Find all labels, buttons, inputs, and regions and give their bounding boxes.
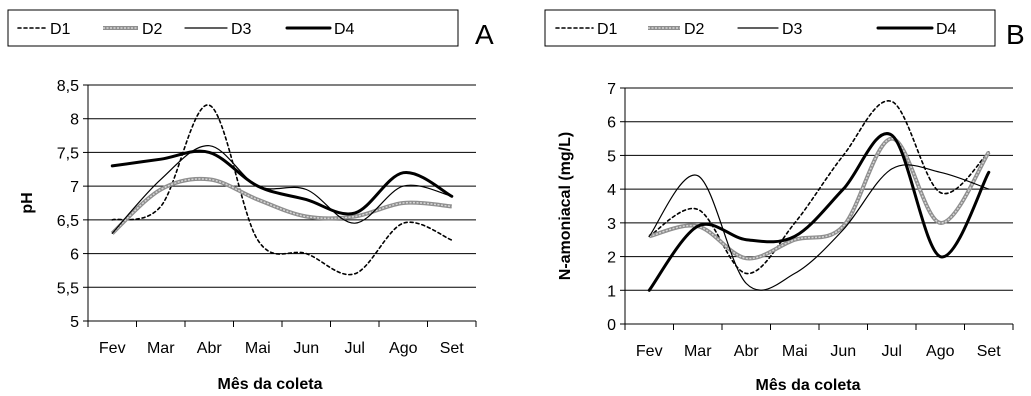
x-tick-label: Abr <box>734 343 760 360</box>
series-line-d4 <box>647 132 991 292</box>
series-line-d3 <box>648 164 990 291</box>
x-tick-label: Fev <box>636 343 663 360</box>
panel-label: B <box>1006 19 1025 50</box>
series-line-d1 <box>648 100 990 275</box>
x-tick-label: Jul <box>882 343 902 360</box>
panel-label: A <box>475 19 494 50</box>
chart-panel-b: D1 D2 D3 D4 B 0 1 2 3 4 5 6 7 Fev Mar Abr Mai Jun Jul Ago Se… <box>544 9 1025 394</box>
x-tick-label: Fev <box>99 340 126 357</box>
x-tick-label: Jul <box>345 340 365 357</box>
y-tick-label: 8 <box>70 112 79 129</box>
legend-label-d2: D2 <box>142 21 163 38</box>
legend-label-d2: D2 <box>684 21 705 38</box>
series-line-d4 <box>110 149 454 216</box>
x-tick-label: Ago <box>926 343 955 360</box>
x-axis-label: Mês da coleta <box>756 377 861 394</box>
y-tick-label: 0 <box>607 317 616 334</box>
legend-label-d4: D4 <box>936 21 957 38</box>
y-tick-label: 5 <box>70 314 79 331</box>
y-tick-label: 7 <box>70 179 79 196</box>
y-tick-label: 5 <box>607 148 616 165</box>
x-axis-label: Mês da coleta <box>218 376 323 393</box>
legend-label-d1: D1 <box>597 21 618 38</box>
series-line-d2-outer <box>648 136 991 261</box>
y-tick-label: 2 <box>607 250 616 267</box>
y-tick-label: 8,5 <box>57 78 79 95</box>
y-tick-label: 7 <box>607 81 616 98</box>
legend-label-d3: D3 <box>782 21 803 38</box>
x-tick-label: Mar <box>147 340 175 357</box>
y-tick-label: 1 <box>607 283 616 300</box>
x-tick-label: Mai <box>782 343 808 360</box>
x-tick-label: Set <box>977 343 1002 360</box>
series-line-d3 <box>111 145 453 234</box>
y-tick-label: 4 <box>607 182 616 199</box>
x-tick-label: Jun <box>293 340 319 357</box>
x-tick-label: Abr <box>197 340 223 357</box>
legend-label-d3: D3 <box>231 21 252 38</box>
y-tick-label: 3 <box>607 216 616 233</box>
y-tick-label: 6 <box>70 247 79 264</box>
x-tick-label: Jun <box>830 343 856 360</box>
series-line-d2-outer <box>110 176 452 235</box>
x-tick-label: Mar <box>684 343 712 360</box>
y-axis-label: pH <box>19 192 36 213</box>
legend-box <box>7 9 459 47</box>
y-tick-label: 6,5 <box>57 213 79 230</box>
series-line-d2-inner <box>649 137 990 260</box>
series-line-d2 <box>648 136 991 261</box>
x-tick-label: Mai <box>245 340 271 357</box>
x-tick-label: Set <box>440 340 465 357</box>
series-line-d2 <box>110 176 452 235</box>
y-tick-label: 6 <box>607 115 616 132</box>
chart-panel-a: D1 D2 D3 D4 A 5 5,5 6 6,5 7 7,5 8 8,5 Fev Mar Abr Mai Jun… <box>7 9 494 393</box>
y-tick-label: 7,5 <box>57 145 79 162</box>
legend-label-d1: D1 <box>50 21 71 38</box>
y-axis-label: N-amoniacal (mg/L) <box>557 132 574 280</box>
y-tick-label: 5,5 <box>57 280 79 297</box>
x-tick-label: Ago <box>389 340 418 357</box>
legend-label-d4: D4 <box>334 21 355 38</box>
